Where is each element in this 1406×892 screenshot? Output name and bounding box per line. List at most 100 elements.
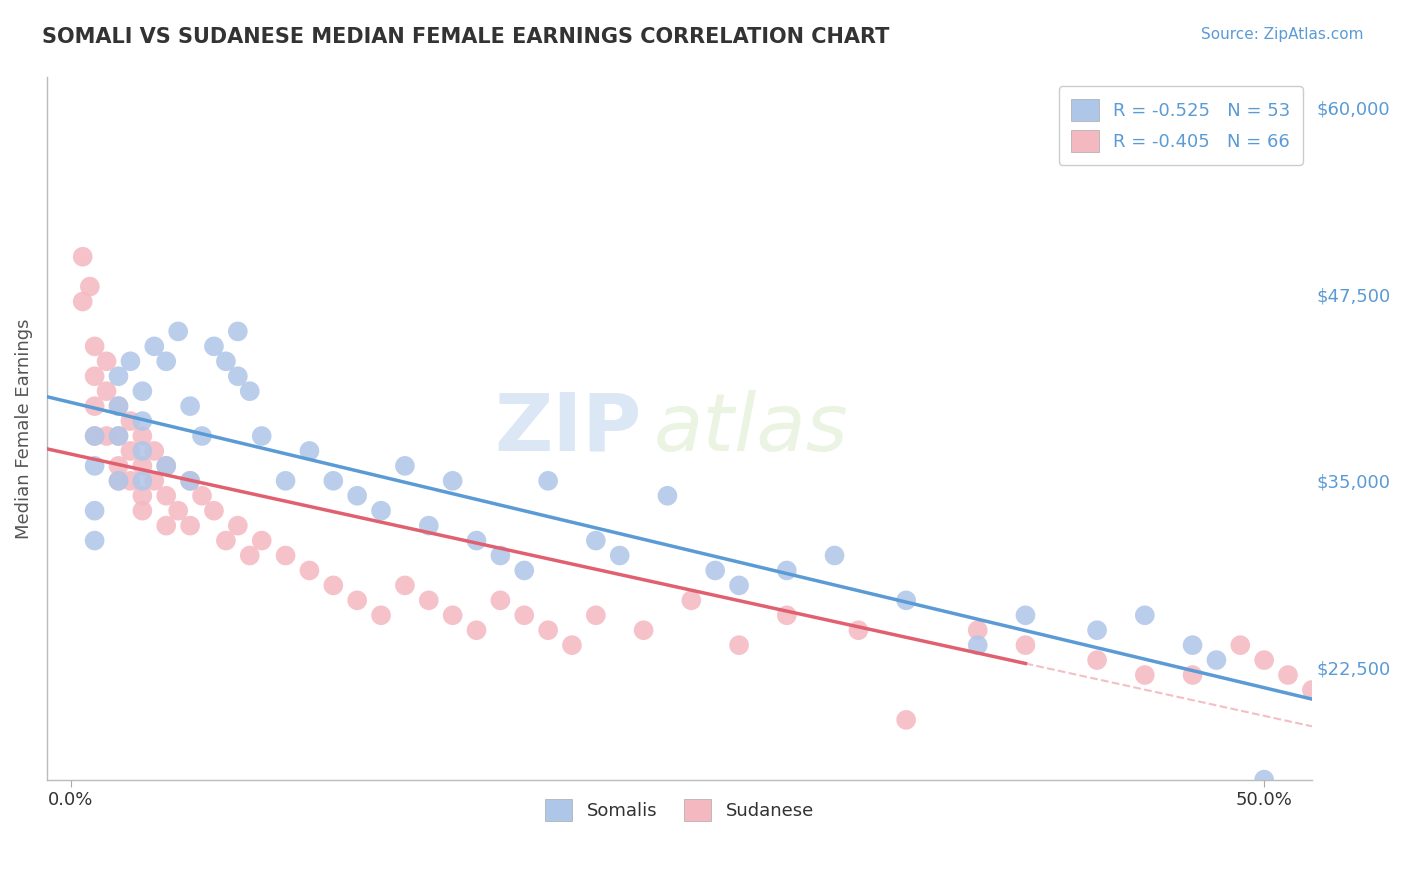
Point (143, 474, 166, 488)
Point (704, 564, 727, 578)
Point (155, 518, 177, 533)
Point (131, 474, 153, 488)
Point (107, 458, 129, 473)
Point (561, 638, 583, 652)
Point (191, 429, 214, 443)
Point (83, 429, 105, 443)
Point (1229, 638, 1251, 652)
Point (107, 474, 129, 488)
Point (681, 593, 703, 607)
Point (167, 504, 190, 518)
Point (96, 429, 118, 443)
Text: ZIP: ZIP (494, 390, 641, 467)
Point (894, 713, 917, 727)
Point (107, 369, 129, 384)
Point (131, 414, 153, 428)
Point (298, 564, 321, 578)
Point (633, 624, 655, 638)
Point (418, 593, 440, 607)
Point (107, 429, 129, 443)
Point (107, 474, 129, 488)
Point (202, 504, 225, 518)
Point (489, 593, 512, 607)
Point (83, 429, 105, 443)
Point (824, 549, 846, 563)
Point (250, 429, 273, 443)
Point (226, 369, 249, 384)
Point (513, 608, 536, 623)
Legend: Somalis, Sudanese: Somalis, Sudanese (533, 787, 827, 834)
Text: SOMALI VS SUDANESE MEDIAN FEMALE EARNINGS CORRELATION CHART: SOMALI VS SUDANESE MEDIAN FEMALE EARNING… (42, 27, 890, 46)
Point (179, 518, 201, 533)
Point (1085, 653, 1108, 667)
Point (441, 474, 464, 488)
Point (1324, 653, 1347, 667)
Point (322, 578, 344, 592)
Point (1372, 668, 1395, 682)
Point (143, 339, 166, 353)
Point (239, 549, 262, 563)
Point (96, 354, 118, 368)
Point (1253, 772, 1275, 787)
Point (155, 489, 177, 503)
Point (418, 518, 440, 533)
Point (167, 325, 190, 339)
Point (776, 608, 799, 623)
Point (83, 458, 105, 473)
Point (1133, 608, 1156, 623)
Point (322, 474, 344, 488)
Point (143, 444, 166, 458)
Point (96, 384, 118, 399)
Point (609, 549, 631, 563)
Point (131, 384, 153, 399)
Point (131, 429, 153, 443)
Point (489, 549, 512, 563)
Point (120, 444, 142, 458)
Point (250, 533, 273, 548)
Point (72, 250, 94, 264)
Point (202, 339, 225, 353)
Point (131, 458, 153, 473)
Point (1181, 638, 1204, 652)
Point (465, 533, 488, 548)
Point (370, 608, 392, 623)
Point (120, 354, 142, 368)
Point (107, 399, 129, 413)
Point (1133, 668, 1156, 682)
Point (120, 474, 142, 488)
Point (657, 489, 679, 503)
Point (83, 339, 105, 353)
Point (298, 444, 321, 458)
Point (1253, 653, 1275, 667)
Point (226, 518, 249, 533)
Point (79, 279, 101, 293)
Text: atlas: atlas (654, 390, 849, 467)
Point (215, 354, 238, 368)
Point (72, 294, 94, 309)
Point (370, 504, 392, 518)
Point (966, 624, 988, 638)
Point (120, 414, 142, 428)
Point (1301, 683, 1323, 698)
Point (585, 608, 607, 623)
Y-axis label: Median Female Earnings: Median Female Earnings (15, 318, 32, 539)
Point (131, 489, 153, 503)
Point (585, 533, 607, 548)
Point (226, 325, 249, 339)
Point (1085, 624, 1108, 638)
Point (274, 474, 297, 488)
Point (83, 369, 105, 384)
Point (1277, 668, 1299, 682)
Point (83, 399, 105, 413)
Point (239, 384, 262, 399)
Point (179, 474, 201, 488)
Point (728, 578, 751, 592)
Point (394, 458, 416, 473)
Point (179, 474, 201, 488)
Point (1014, 608, 1036, 623)
Point (1014, 638, 1036, 652)
Point (155, 354, 177, 368)
Point (107, 429, 129, 443)
Point (1205, 653, 1227, 667)
Point (728, 638, 751, 652)
